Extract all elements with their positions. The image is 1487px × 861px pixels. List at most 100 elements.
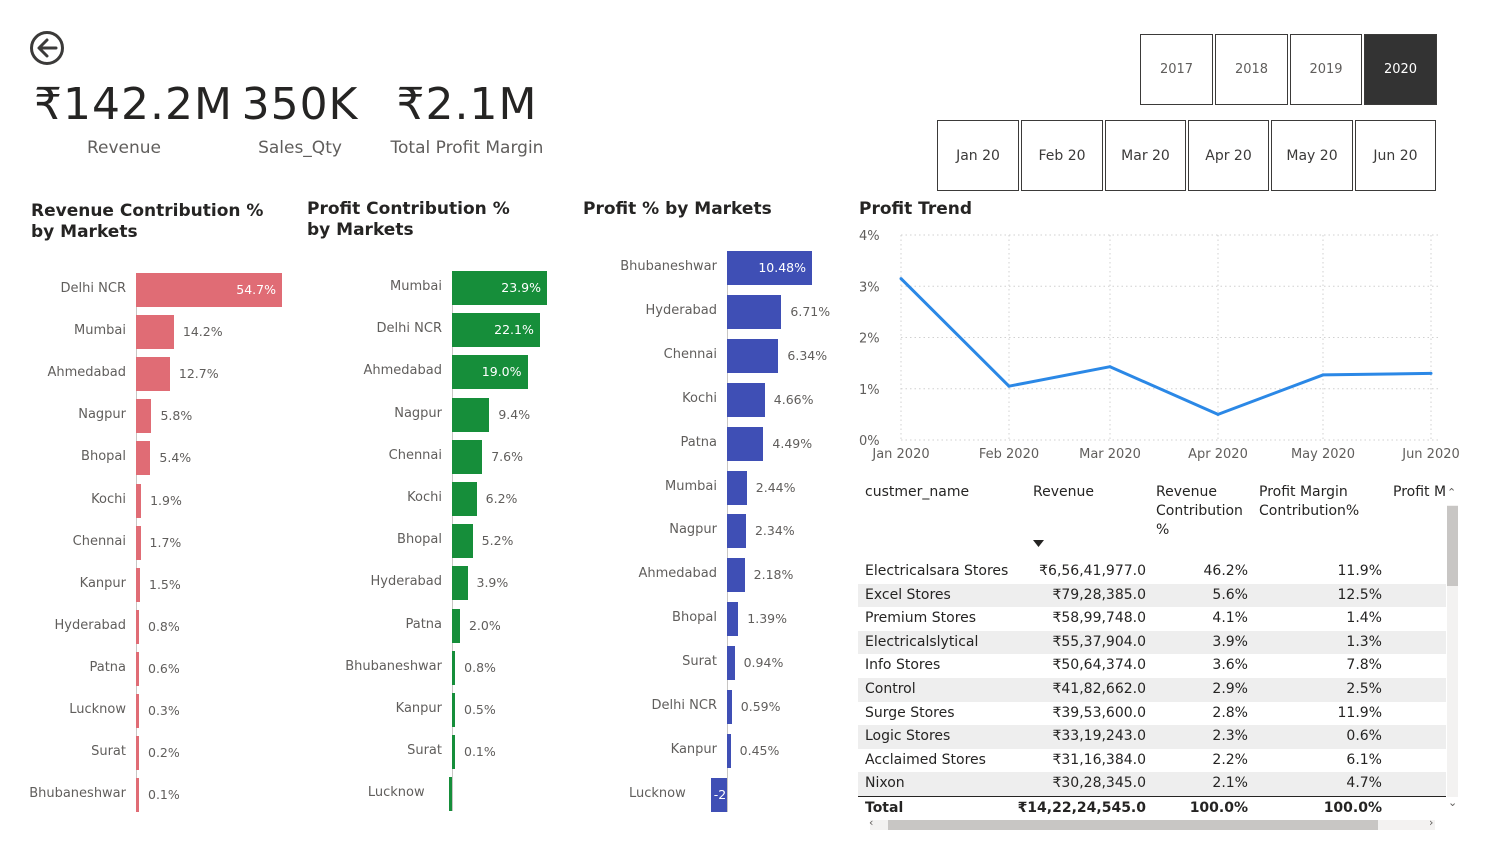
table-row[interactable]: Surge Stores ₹39,53,600.0 2.8% 11.9% [858, 702, 1446, 726]
col-header-revenue-contribution[interactable]: Revenue Contribution % [1156, 484, 1243, 538]
cell-revenue: ₹30,28,345.0 [1052, 775, 1146, 792]
scroll-left-icon[interactable]: ‹ [869, 816, 874, 829]
bar-mark[interactable] [452, 608, 460, 643]
trend-point [1216, 412, 1220, 416]
table-row[interactable]: Nixon ₹30,28,345.0 2.1% 4.7% [858, 772, 1446, 796]
bar-mark[interactable] [136, 399, 152, 434]
cell-revenue: ₹41,82,662.0 [1052, 681, 1146, 697]
bar-mark[interactable] [727, 382, 765, 417]
col-header-profit-margin-contribution[interactable]: Profit Margin Contribution% [1259, 484, 1360, 519]
bar-mark[interactable] [727, 470, 747, 505]
bar-category-label: Kanpur [395, 701, 442, 716]
bar-mark[interactable] [727, 251, 812, 285]
bar-mark[interactable] [727, 338, 779, 373]
bar-data-label: 1.39% [747, 611, 787, 627]
table-vertical-scroll-thumb[interactable] [1447, 506, 1458, 586]
bar-mark[interactable] [710, 777, 727, 812]
bar-mark[interactable] [452, 482, 477, 516]
bar-mark[interactable] [452, 439, 483, 474]
col-header-profit-m[interactable]: Profit M [1393, 484, 1447, 500]
month-slicer-jan[interactable]: Jan 20 [937, 120, 1019, 191]
scroll-up-icon[interactable]: ⌃ [1447, 486, 1457, 499]
table-row[interactable]: Acclaimed Stores ₹31,16,384.0 2.2% 6.1% [858, 749, 1446, 773]
scroll-right-icon[interactable]: › [1429, 816, 1434, 829]
bar-mark[interactable] [136, 609, 139, 644]
cell-customer-name: Control [865, 681, 916, 697]
bar-mark[interactable] [136, 441, 151, 476]
kpi-sales-qty-value: 350K [241, 79, 359, 130]
bar-mark[interactable] [136, 483, 142, 518]
bar-mark[interactable] [452, 735, 455, 770]
bar-category-label: Mumbai [390, 279, 442, 294]
year-slicer-2018[interactable]: 2018 [1215, 34, 1288, 105]
profit-pct-title: Profit % by Markets [583, 199, 772, 219]
bar-mark[interactable] [727, 602, 739, 637]
cell-revenue-contribution: 5.6% [1212, 586, 1248, 603]
month-slicer-feb[interactable]: Feb 20 [1021, 120, 1103, 191]
bar-mark[interactable] [136, 694, 139, 728]
x-tick-label: Apr 2020 [1188, 447, 1248, 462]
bar-mark[interactable] [727, 690, 732, 724]
bar-mark[interactable] [452, 271, 547, 305]
sort-descending-icon[interactable] [1033, 540, 1044, 547]
bar-data-label: -2 [713, 786, 727, 802]
bar-mark[interactable] [727, 733, 731, 768]
table-horizontal-scroll-thumb[interactable] [888, 820, 1378, 830]
table-row[interactable]: Electricalsara Stores ₹6,56,41,977.0 46.2%… [858, 560, 1446, 584]
col-header-customer[interactable]: custmer_name [865, 484, 970, 500]
scroll-down-icon[interactable]: ⌄ [1448, 796, 1458, 809]
y-tick-label: 1% [859, 383, 880, 398]
col-header-revenue[interactable]: Revenue [1033, 484, 1094, 500]
y-tick-label: 3% [859, 280, 880, 295]
back-arrow-icon[interactable] [29, 30, 65, 66]
trend-point [1108, 365, 1112, 369]
month-slicer-may[interactable]: May 20 [1271, 120, 1353, 191]
bar-mark[interactable] [452, 650, 456, 685]
bar-mark[interactable] [136, 525, 141, 560]
table-row[interactable]: Premium Stores ₹58,99,748.0 4.1% 1.4% [858, 607, 1446, 631]
bar-mark[interactable] [136, 357, 170, 392]
bar-mark[interactable] [727, 426, 764, 461]
bar-category-label: Hyderabad [370, 574, 443, 590]
trend-point [1321, 373, 1325, 377]
profit-trend-chart: 0% 1% 2% 3% 4% Jan 2020 Feb 2020 Mar 2020 Apr 20… [859, 229, 1460, 462]
bar-data-label: 0.8% [464, 659, 496, 675]
bar-mark[interactable] [727, 514, 746, 549]
cell-profit-margin-contribution: 11.9% [1337, 704, 1382, 721]
year-slicer-2020[interactable]: 2020 [1364, 34, 1437, 105]
bar-mark[interactable] [727, 558, 745, 593]
bar-data-label: 2.34% [754, 523, 795, 539]
month-slicer-apr[interactable]: Apr 20 [1188, 120, 1269, 191]
bar-category-label: Lucknow [629, 785, 686, 801]
bar-data-label: 0.1% [148, 787, 180, 803]
year-slicer-2017[interactable]: 2017 [1140, 34, 1213, 105]
table-row[interactable]: Info Stores ₹50,64,374.0 3.6% 7.8% [858, 654, 1446, 678]
month-slicer-mar[interactable]: Mar 20 [1105, 120, 1186, 191]
bar-mark[interactable] [452, 524, 473, 559]
bar-mark[interactable] [136, 567, 140, 602]
table-row[interactable]: Electricalslytical ₹55,37,904.0 3.9% 1.3% [858, 630, 1446, 655]
bar-mark[interactable] [452, 693, 455, 727]
bar-mark[interactable] [452, 313, 540, 348]
bar-mark[interactable] [136, 736, 139, 771]
bar-mark[interactable] [727, 646, 735, 681]
bar-mark[interactable] [136, 778, 139, 813]
bar-mark[interactable] [452, 397, 490, 432]
bar-mark[interactable] [136, 651, 139, 686]
table-row[interactable]: Excel Stores ₹79,28,385.0 5.6% 12.5% [858, 583, 1446, 608]
bar-category-label: Surat [682, 654, 717, 670]
bar-mark[interactable] [449, 777, 452, 812]
bar-category-label: Hyderabad [54, 617, 127, 633]
table-row[interactable]: Logic Stores ₹33,19,243.0 2.3% 0.6% [858, 725, 1446, 749]
bar-data-label: 1.9% [150, 492, 182, 508]
bar-mark[interactable] [452, 566, 468, 601]
bar-mark[interactable] [136, 273, 282, 307]
table-vertical-scrollbar[interactable] [1447, 505, 1458, 797]
profit-trend-title: Profit Trend [859, 199, 973, 219]
bar-mark[interactable] [136, 315, 174, 350]
year-slicer-2019[interactable]: 2019 [1290, 34, 1362, 105]
month-slicer-jun[interactable]: Jun 20 [1355, 120, 1436, 191]
bar-mark[interactable] [727, 294, 782, 329]
bar-mark[interactable] [452, 355, 528, 390]
table-row[interactable]: Control ₹41,82,662.0 2.9% 2.5% [858, 678, 1446, 702]
